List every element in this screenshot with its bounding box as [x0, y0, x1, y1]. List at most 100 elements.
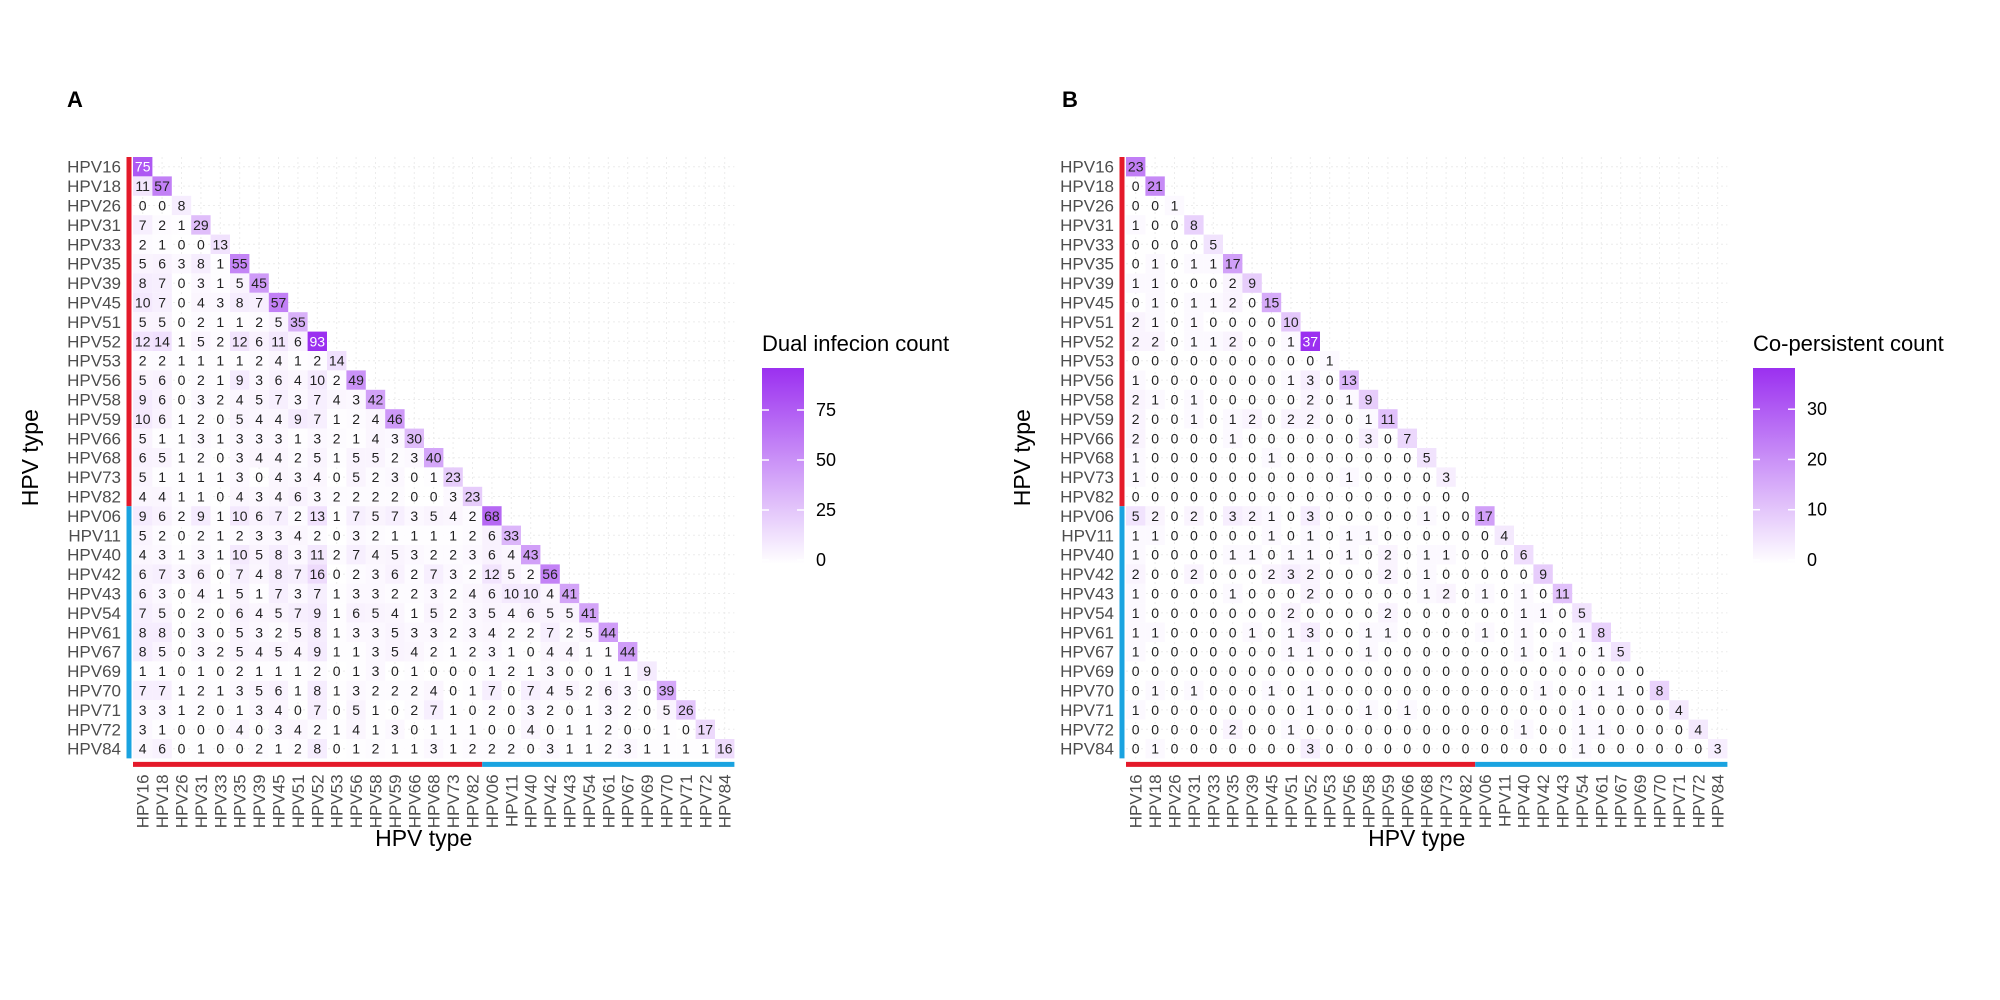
- cell-value-label: 4: [372, 547, 380, 563]
- heatmap-cell: [1164, 195, 1185, 216]
- cell-value-label: 0: [1345, 508, 1353, 524]
- cell-value-label: 2: [1287, 411, 1295, 427]
- cell-value-label: 0: [1171, 353, 1179, 369]
- cell-value-label: 0: [1190, 275, 1198, 291]
- cell-value-label: 8: [313, 624, 321, 640]
- cell-value-label: 5: [294, 624, 302, 640]
- heatmap-cell: [230, 680, 250, 701]
- cell-value-label: 0: [1423, 527, 1431, 543]
- cell-value-label: 3: [197, 275, 205, 291]
- cell-value-label: 0: [1636, 741, 1644, 757]
- heatmap-cell: [618, 739, 638, 759]
- cell-value-label: 3: [372, 566, 380, 582]
- cell-value-label: 6: [294, 489, 302, 505]
- cell-value-label: 0: [1171, 489, 1179, 505]
- heatmap-cell: [268, 739, 289, 759]
- cell-value-label: 1: [1132, 547, 1140, 563]
- x-tick-label: HPV84: [716, 774, 735, 828]
- cell-value-label: 0: [1345, 450, 1353, 466]
- cell-value-label: 0: [1209, 275, 1217, 291]
- cell-value-label: 2: [158, 217, 166, 233]
- cell-value-label: 7: [139, 605, 147, 621]
- cell-value-label: 1: [488, 663, 496, 679]
- heatmap-cell: [1281, 603, 1301, 623]
- cell-value-label: 0: [1423, 644, 1431, 660]
- cell-value-label: 33: [504, 527, 520, 543]
- heatmap-cell: [1339, 467, 1359, 487]
- cell-value-label: 44: [601, 624, 617, 640]
- x-tick-label: HPV54: [580, 774, 599, 828]
- cell-value-label: 0: [216, 489, 224, 505]
- heatmap-cell: [152, 389, 172, 410]
- heatmap-cell: [268, 448, 289, 468]
- y-tick-label: HPV11: [1061, 526, 1114, 545]
- cell-value-label: 3: [469, 624, 477, 640]
- heatmap-cell: [307, 739, 327, 759]
- heatmap-cell: [152, 448, 172, 468]
- heatmap-cell: [288, 603, 308, 623]
- cell-value-label: 7: [294, 566, 302, 582]
- cell-value-label: 6: [158, 392, 166, 408]
- cell-value-label: 0: [1520, 741, 1528, 757]
- cell-value-label: 2: [294, 450, 302, 466]
- cell-value-label: 0: [1326, 683, 1334, 699]
- cell-value-label: 0: [1617, 702, 1625, 718]
- heatmap-cell: [1397, 700, 1417, 720]
- cell-value-label: 2: [1190, 508, 1198, 524]
- cell-value-label: 1: [216, 275, 224, 291]
- heatmap-cell: [210, 428, 230, 448]
- cell-value-label: 0: [1209, 605, 1217, 621]
- heatmap-cell: [482, 583, 502, 604]
- heatmap-cell: [1281, 719, 1301, 739]
- cell-value-label: 1: [178, 547, 186, 563]
- cell-value-label: 0: [1190, 586, 1198, 602]
- x-tick-label: HPV73: [444, 774, 463, 828]
- cell-value-label: 11: [271, 333, 286, 349]
- cell-value-label: 0: [1403, 586, 1411, 602]
- cell-value-label: 3: [372, 624, 380, 640]
- y-tick-label: HPV40: [67, 546, 121, 565]
- cell-value-label: 0: [216, 663, 224, 679]
- heatmap-cell: [133, 273, 153, 293]
- cell-value-label: 0: [1500, 586, 1508, 602]
- heatmap-cell: [346, 603, 366, 623]
- cell-value-label: 0: [1365, 489, 1373, 505]
- cell-value-label: 8: [313, 741, 321, 757]
- cell-value-label: 7: [236, 566, 244, 582]
- cell-value-label: 3: [488, 644, 496, 660]
- heatmap-cell: [385, 486, 405, 507]
- cell-value-label: 0: [1578, 644, 1586, 660]
- cell-value-label: 0: [1578, 683, 1586, 699]
- cell-value-label: 0: [1229, 566, 1237, 582]
- heatmap-cell: [1261, 564, 1282, 584]
- y-tick-label: HPV11: [68, 526, 121, 545]
- cell-value-label: 0: [1209, 489, 1217, 505]
- heatmap-cell: [579, 719, 599, 739]
- cell-value-label: 0: [1636, 663, 1644, 679]
- cell-value-label: 0: [1345, 683, 1353, 699]
- cell-value-label: 1: [178, 683, 186, 699]
- panel-letter: A: [67, 87, 83, 112]
- heatmap-cell: [152, 545, 172, 565]
- heatmap-cell: [133, 176, 153, 196]
- heatmap-cell: [346, 370, 366, 390]
- cell-value-label: 0: [1306, 663, 1314, 679]
- heatmap-cell: [540, 661, 560, 681]
- cell-value-label: 0: [1248, 469, 1256, 485]
- cell-value-label: 1: [1229, 430, 1237, 446]
- cell-value-label: 0: [1403, 663, 1411, 679]
- heatmap-cell: [1184, 409, 1204, 429]
- cell-value-label: 0: [1171, 663, 1179, 679]
- heatmap-cell: [1378, 545, 1398, 565]
- heatmap-cell: [152, 642, 172, 662]
- cell-value-label: 1: [1132, 624, 1140, 640]
- cell-value-label: 7: [352, 508, 360, 524]
- heatmap-cell: [230, 467, 250, 487]
- x-tick-label: HPV11: [1495, 774, 1514, 827]
- y-tick-label: HPV71: [1060, 701, 1114, 720]
- heatmap-cell: [152, 719, 172, 739]
- cell-value-label: 2: [1287, 605, 1295, 621]
- heatmap-cell: [133, 661, 153, 681]
- cell-value-label: 0: [1268, 547, 1276, 563]
